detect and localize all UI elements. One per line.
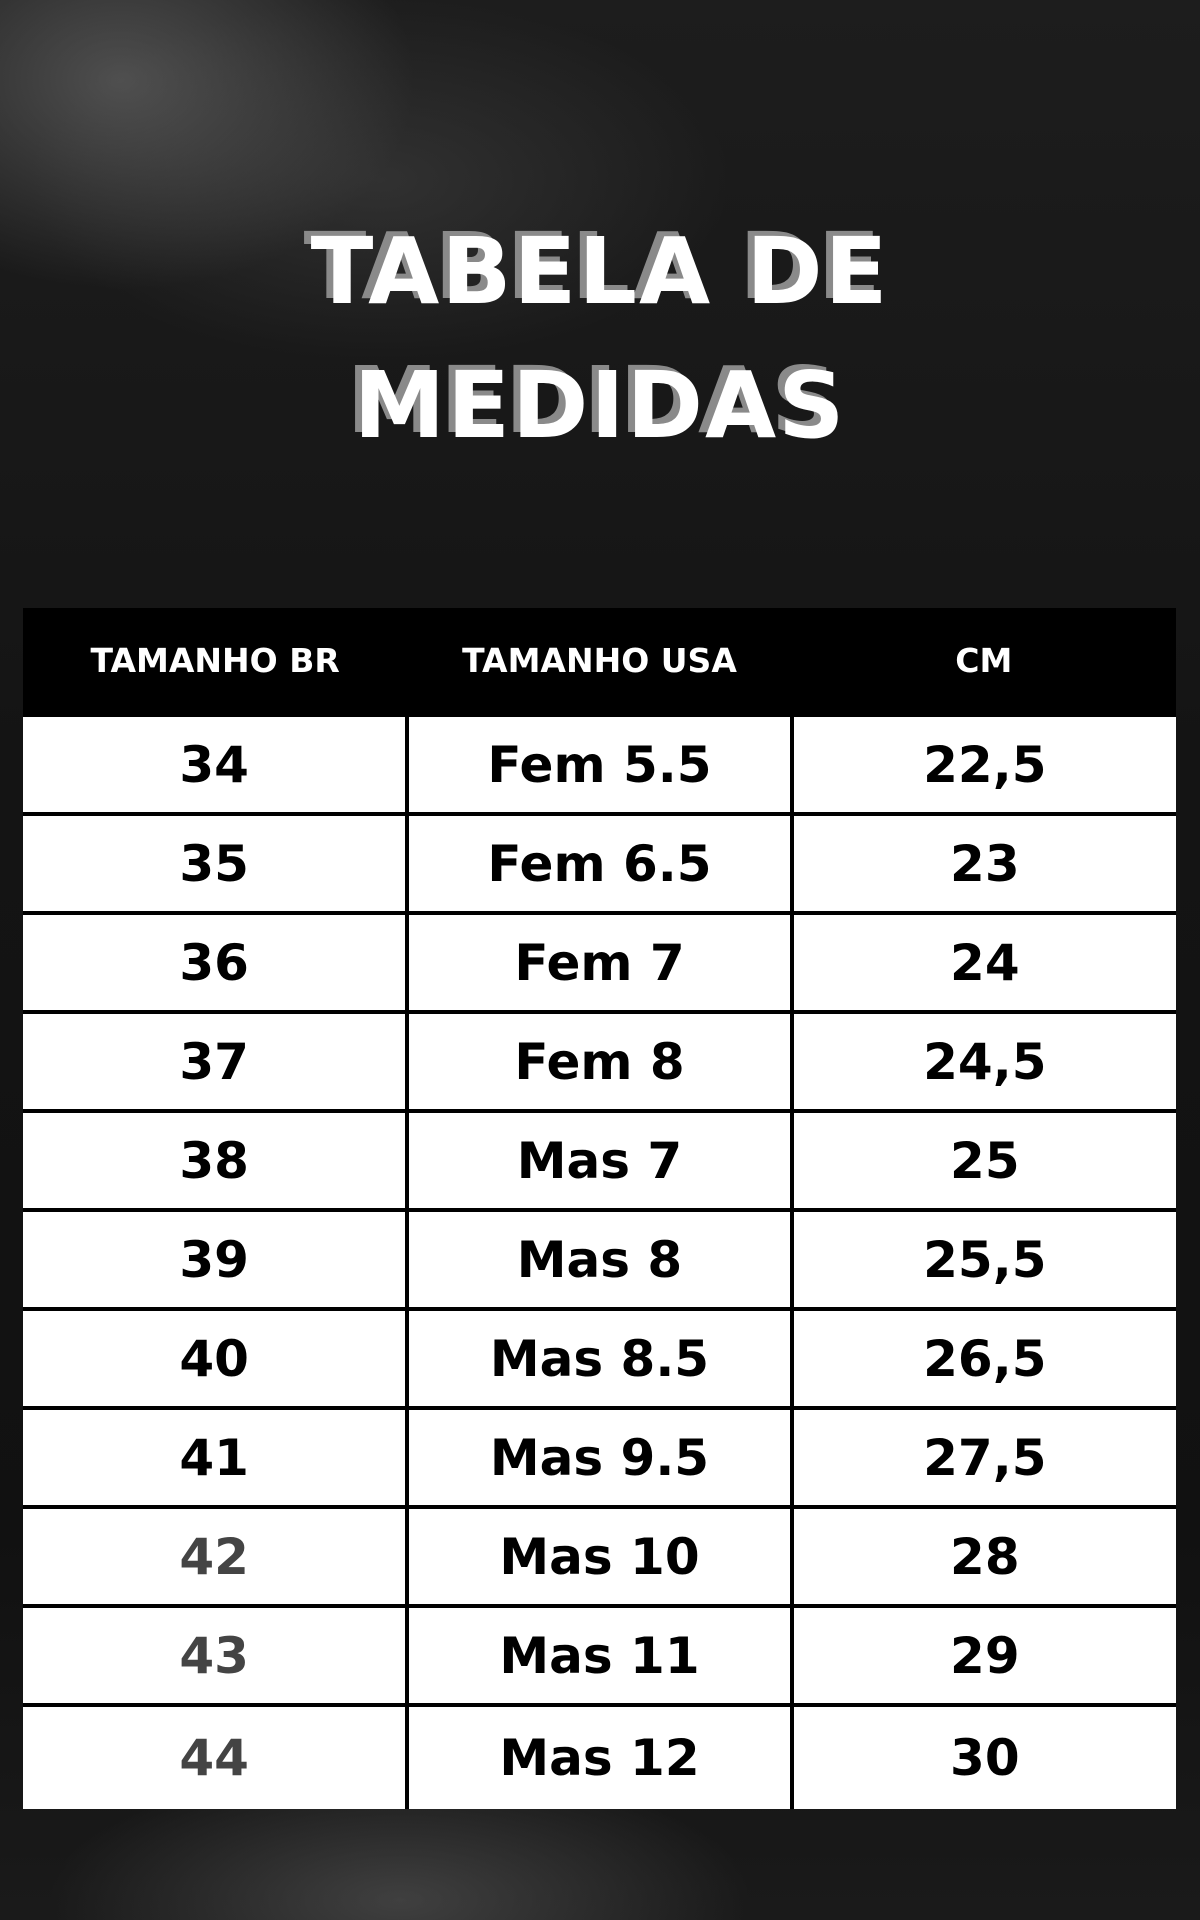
header-cm: CM [791,608,1176,715]
table-row: 39 Mas 8 25,5 [23,1208,1176,1311]
cell-cm: 22,5 [789,713,1176,816]
header-usa-size: TAMANHO USA [407,608,792,715]
cell-br-size: 39 [23,1208,410,1311]
cell-cm: 25,5 [789,1208,1176,1311]
table-header-row: TAMANHO BR TAMANHO USA CM [23,608,1176,715]
cell-usa-size: Mas 12 [405,1703,794,1809]
cell-cm: 24,5 [789,1010,1176,1113]
cell-cm: 25 [789,1109,1176,1212]
cell-br-size: 42 [23,1505,410,1608]
cell-usa-size: Mas 8 [405,1208,794,1311]
cell-br-size: 43 [23,1604,410,1707]
table-row: 36 Fem 7 24 [23,911,1176,1014]
table-row: 41 Mas 9.5 27,5 [23,1406,1176,1509]
cell-usa-size: Fem 5.5 [405,713,794,816]
table-row: 42 Mas 10 28 [23,1505,1176,1608]
cell-usa-size: Mas 9.5 [405,1406,794,1509]
table-row: 38 Mas 7 25 [23,1109,1176,1212]
cell-cm: 26,5 [789,1307,1176,1410]
header-br-size: TAMANHO BR [23,608,408,715]
cell-cm: 27,5 [789,1406,1176,1509]
cell-usa-size: Mas 11 [405,1604,794,1707]
cell-usa-size: Mas 8.5 [405,1307,794,1410]
cell-cm: 28 [789,1505,1176,1608]
table-row: 34 Fem 5.5 22,5 [23,713,1176,816]
cell-br-size: 34 [23,713,410,816]
cell-usa-size: Fem 8 [405,1010,794,1113]
size-table: TAMANHO BR TAMANHO USA CM 34 Fem 5.5 22,5 3… [23,608,1176,1809]
cell-usa-size: Mas 10 [405,1505,794,1608]
cell-usa-size: Fem 7 [405,911,794,1014]
cell-br-size: 35 [23,812,410,915]
cell-br-size: 38 [23,1109,410,1212]
cell-br-size: 44 [23,1703,410,1809]
cell-br-size: 40 [23,1307,410,1410]
table-row: 44 Mas 12 30 [23,1703,1176,1809]
cell-cm: 29 [789,1604,1176,1707]
cell-cm: 24 [789,911,1176,1014]
cell-cm: 23 [789,812,1176,915]
table-row: 40 Mas 8.5 26,5 [23,1307,1176,1410]
cell-usa-size: Fem 6.5 [405,812,794,915]
table-row: 37 Fem 8 24,5 [23,1010,1176,1113]
table-row: 43 Mas 11 29 [23,1604,1176,1707]
cell-usa-size: Mas 7 [405,1109,794,1212]
cell-br-size: 41 [23,1406,410,1509]
cell-br-size: 36 [23,911,410,1014]
table-row: 35 Fem 6.5 23 [23,812,1176,915]
cell-cm: 30 [789,1703,1176,1809]
page-title-line1: TABELA DE [310,218,890,325]
cell-br-size: 37 [23,1010,410,1113]
page-title-line2: MEDIDAS [353,352,847,459]
